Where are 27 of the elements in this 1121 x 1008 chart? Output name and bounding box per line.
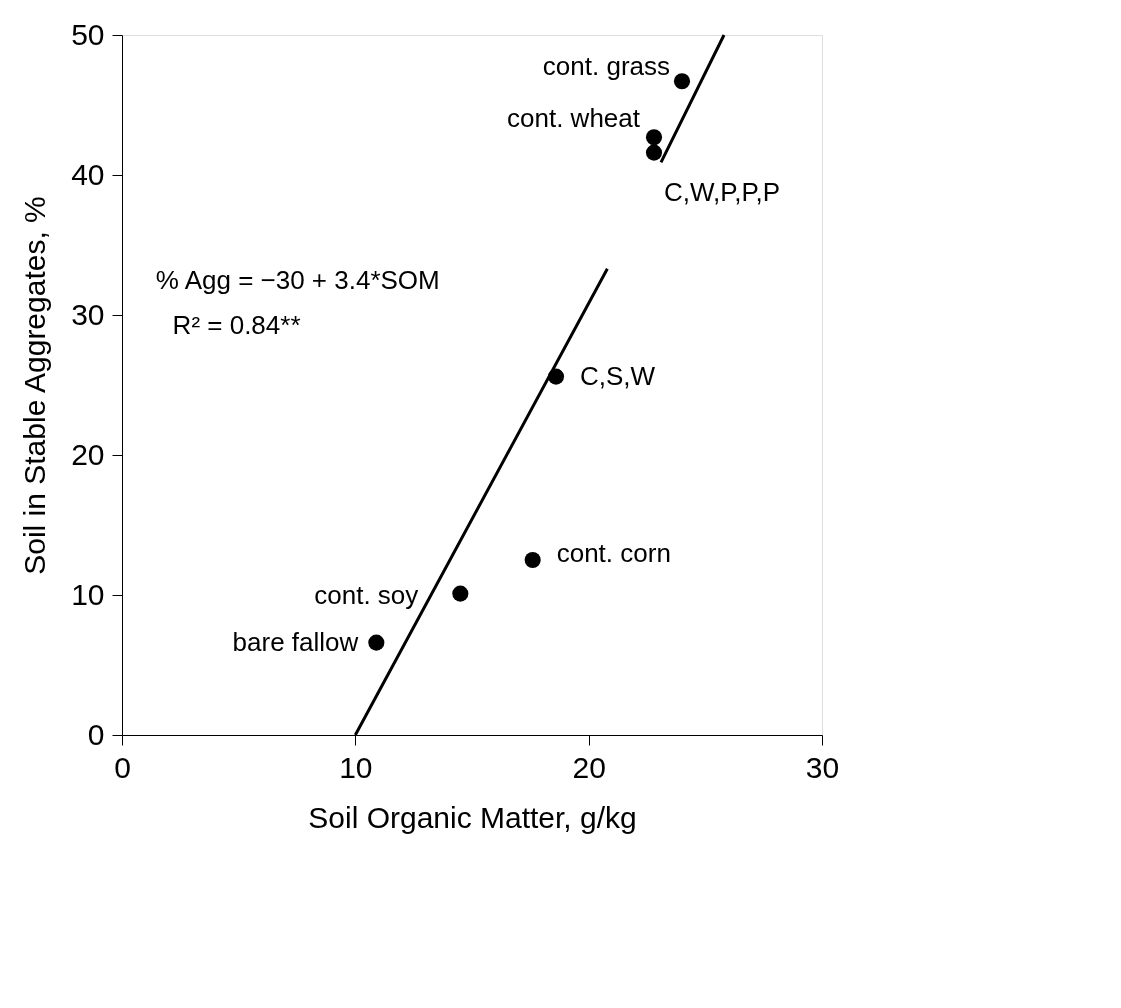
y-tick-label: 30 bbox=[71, 297, 105, 331]
point bbox=[452, 585, 469, 602]
annotation: cont. corn bbox=[556, 538, 671, 568]
annotation: cont. grass bbox=[542, 51, 670, 82]
point bbox=[524, 551, 541, 569]
annotation: cont. wheat bbox=[507, 103, 641, 134]
annotation: C,S,W bbox=[580, 360, 656, 391]
annotation: cont. soy bbox=[314, 579, 419, 610]
x-axis-title: Soil Organic Matter, g/kg bbox=[308, 800, 637, 834]
annotation: % Agg = −30 + 3.4*SOM bbox=[155, 264, 440, 295]
annotation: bare fallow bbox=[232, 626, 359, 657]
annotation: R² = 0.84** bbox=[172, 309, 301, 340]
y-axis-title: Soil in Stable Aggregates, % bbox=[18, 196, 52, 575]
x-tick-label: 0 bbox=[114, 750, 131, 784]
point bbox=[645, 129, 663, 146]
annotation: C,W,P,P,P bbox=[664, 176, 781, 207]
y-tick-label: 50 bbox=[71, 17, 105, 51]
x-tick-label: 10 bbox=[339, 750, 373, 784]
point bbox=[645, 144, 663, 161]
y-tick-label: 40 bbox=[71, 157, 105, 191]
point bbox=[673, 73, 691, 90]
x-tick-label: 20 bbox=[572, 750, 606, 784]
y-tick-label: 10 bbox=[71, 577, 105, 611]
y-tick-label: 0 bbox=[87, 717, 105, 751]
y-tick-label: 20 bbox=[71, 437, 105, 471]
point bbox=[368, 634, 385, 651]
x-tick-label: 30 bbox=[805, 750, 840, 784]
